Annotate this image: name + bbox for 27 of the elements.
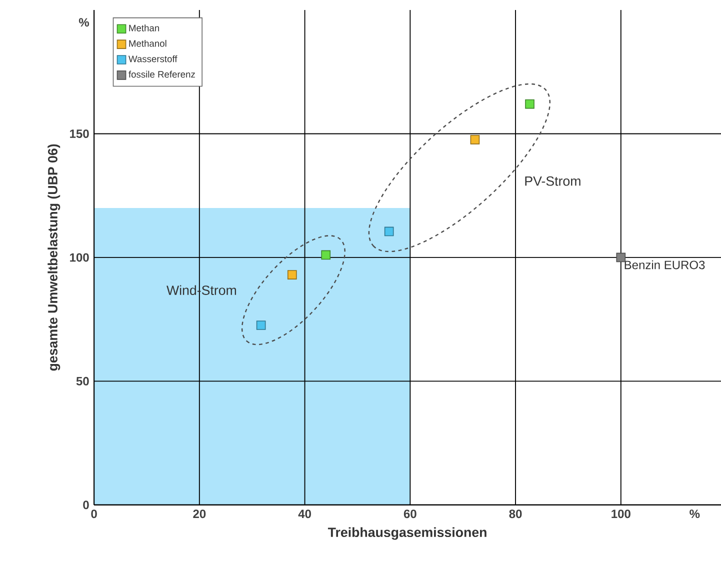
x-tick-label: 60 [404,510,416,518]
point [470,135,480,144]
legend-label: fossile Referenz [128,70,195,78]
point [525,99,534,109]
x-tick-label: 100 [612,510,630,518]
point [256,320,266,330]
y-tick-label: 0 [83,500,89,510]
annotation: PV-Strom [525,176,580,186]
point [287,270,297,280]
y-axis-title: gesamte Umweltbelastung (UBP 06) [48,144,60,371]
point [384,226,394,236]
point [616,252,626,262]
legend-label: Wasserstoff [128,55,178,62]
x-tick-label: 80 [509,510,522,518]
x-tick-label: 40 [298,510,311,518]
x-tick-label: % [690,510,700,518]
x-tick-label: 0 [91,510,97,518]
y-tick-label: % [78,18,90,27]
y-tick-label: 100 [70,253,89,262]
annotation: Benzin EURO3 [624,260,705,270]
legend-label: Methanol [129,40,166,47]
y-tick-label: 50 [76,376,89,386]
y-tick-label: 150 [70,129,89,138]
x-tick-label: 20 [193,510,206,518]
legend-label: Methan [129,24,159,32]
x-axis-title: Treibhausgasemissionen [328,527,486,540]
point [321,250,331,260]
